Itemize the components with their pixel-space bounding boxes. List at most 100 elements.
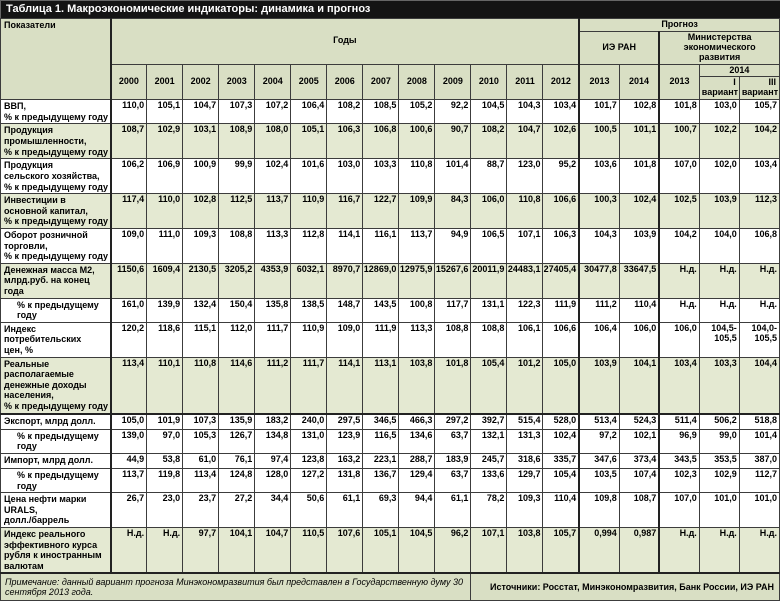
year-header: 2001 (146, 63, 184, 101)
row-label: Продукция сельского хозяйства, % к преды… (0, 158, 112, 195)
cell-value: 102,8 (618, 99, 660, 125)
cell-value: 297,5 (326, 412, 364, 430)
row-label: % к предыдущему году (0, 297, 112, 323)
cell-value: 106,9 (146, 158, 184, 195)
cell-value: 104,0 (698, 227, 740, 264)
cell-value: 373,4 (618, 452, 660, 469)
cell-value: 135,9 (218, 412, 256, 430)
cell-value: 12869,0 (362, 262, 400, 299)
table-row: Индекс реального эффективного курса рубл… (0, 526, 780, 574)
cell-value: 96,9 (658, 428, 700, 454)
macro-indicators-table: Показатели Годы Прогноз ИЭ РАН Министерс… (0, 17, 780, 601)
cell-value: 288,7 (398, 452, 436, 469)
cell-value: 245,7 (470, 452, 508, 469)
cell-value: 528,0 (542, 412, 580, 430)
cell-value: 84,3 (434, 193, 472, 229)
table-header: Показатели Годы Прогноз ИЭ РАН Министерс… (0, 17, 780, 101)
cell-value: 92,2 (434, 99, 472, 125)
cell-value: 101,4 (434, 158, 472, 195)
cell-value: 105,4 (470, 356, 508, 415)
sources-text: Источники: Росстат, Минэкономразвития, Б… (470, 572, 780, 601)
cell-value: 102,1 (618, 428, 660, 454)
cell-value: 3205,2 (218, 262, 256, 299)
table-row: Импорт, млрд долл. 44,9 53,8 61,0 76,1 97,4 12… (0, 452, 780, 469)
cell-value: 27,2 (218, 492, 256, 528)
row-label: ВВП, % к предыдущему году (0, 99, 112, 125)
cell-value: Н.д. (738, 526, 780, 574)
cell-value: 108,5 (362, 99, 400, 125)
cell-value: 108,7 (618, 492, 660, 528)
cell-value: 111,2 (578, 297, 620, 323)
cell-value: 506,2 (698, 412, 740, 430)
cell-value: 106,0 (470, 193, 508, 229)
cell-value: 104,4 (738, 356, 780, 415)
footer-row: Примечание: данный вариант прогноза Минэ… (0, 572, 780, 601)
cell-value: 131,0 (290, 428, 328, 454)
cell-value: 104,1 (218, 526, 256, 574)
cell-value: 100,9 (182, 158, 220, 195)
cell-value: 111,9 (542, 297, 580, 323)
cell-value: 113,3 (398, 321, 436, 358)
cell-value: 88,7 (470, 158, 508, 195)
cell-value: 107,3 (218, 99, 256, 125)
row-label: Экспорт, млрд долл. (0, 412, 112, 430)
cell-value: 2130,5 (182, 262, 220, 299)
cell-value: Н.д. (738, 262, 780, 299)
cell-value: 101,8 (434, 356, 472, 415)
cell-value: 183,2 (254, 412, 292, 430)
cell-value: 110,4 (618, 297, 660, 323)
cell-value: 105,7 (738, 99, 780, 125)
row-label: Оборот розничной торговли, % к предыдуще… (0, 227, 112, 264)
cell-value: 99,0 (698, 428, 740, 454)
cell-value: 116,7 (326, 193, 364, 229)
table-footer: Примечание: данный вариант прогноза Минэ… (0, 572, 780, 601)
cell-value: 117,7 (434, 297, 472, 323)
cell-value: 120,2 (110, 321, 148, 358)
cell-value: 101,8 (618, 158, 660, 195)
cell-value: 387,0 (738, 452, 780, 469)
cell-value: 150,4 (218, 297, 256, 323)
cell-value: Н.д. (738, 297, 780, 323)
cell-value: 107,2 (254, 99, 292, 125)
cell-value: 110,8 (398, 158, 436, 195)
cell-value: 138,5 (290, 297, 328, 323)
cell-value: 6032,1 (290, 262, 328, 299)
cell-value: 108,8 (218, 227, 256, 264)
cell-value: 134,8 (254, 428, 292, 454)
cell-value: 103,9 (618, 227, 660, 264)
cell-value: 23,0 (146, 492, 184, 528)
cell-value: 103,6 (578, 158, 620, 195)
cell-value: 105,1 (290, 123, 328, 160)
cell-value: 104,0-105,5 (738, 321, 780, 358)
table-row: Индекс потребительских цен, % 120,2 118,6 1… (0, 321, 780, 358)
cell-value: 101,6 (290, 158, 328, 195)
cell-value: 27405,4 (542, 262, 580, 299)
cell-value: 103,3 (698, 356, 740, 415)
cell-value: 104,7 (182, 99, 220, 125)
cell-value: 8970,7 (326, 262, 364, 299)
variant-3-header: III вариант (738, 76, 780, 101)
cell-value: 111,2 (254, 356, 292, 415)
year-header: 2004 (254, 63, 292, 101)
cell-value: 466,3 (398, 412, 436, 430)
cell-value: 101,8 (658, 99, 700, 125)
year-header: 2003 (218, 63, 256, 101)
cell-value: 53,8 (146, 452, 184, 469)
cell-value: 104,5 (398, 526, 436, 574)
cell-value: 104,7 (506, 123, 544, 160)
cell-value: 96,2 (434, 526, 472, 574)
cell-value: 108,0 (254, 123, 292, 160)
cell-value: 0,994 (578, 526, 620, 574)
cell-value: 109,8 (578, 492, 620, 528)
cell-value: 131,3 (506, 428, 544, 454)
cell-value: 101,4 (738, 428, 780, 454)
header-row-variants: I вариант III вариант (1, 76, 780, 101)
cell-value: 132,1 (470, 428, 508, 454)
row-label: % к предыдущему году (0, 428, 112, 454)
cell-value: Н.д. (110, 526, 148, 574)
cell-value: 110,9 (290, 193, 328, 229)
cell-value: 90,7 (434, 123, 472, 160)
cell-value: 101,1 (618, 123, 660, 160)
cell-value: 102,0 (698, 158, 740, 195)
cell-value: 97,7 (182, 526, 220, 574)
